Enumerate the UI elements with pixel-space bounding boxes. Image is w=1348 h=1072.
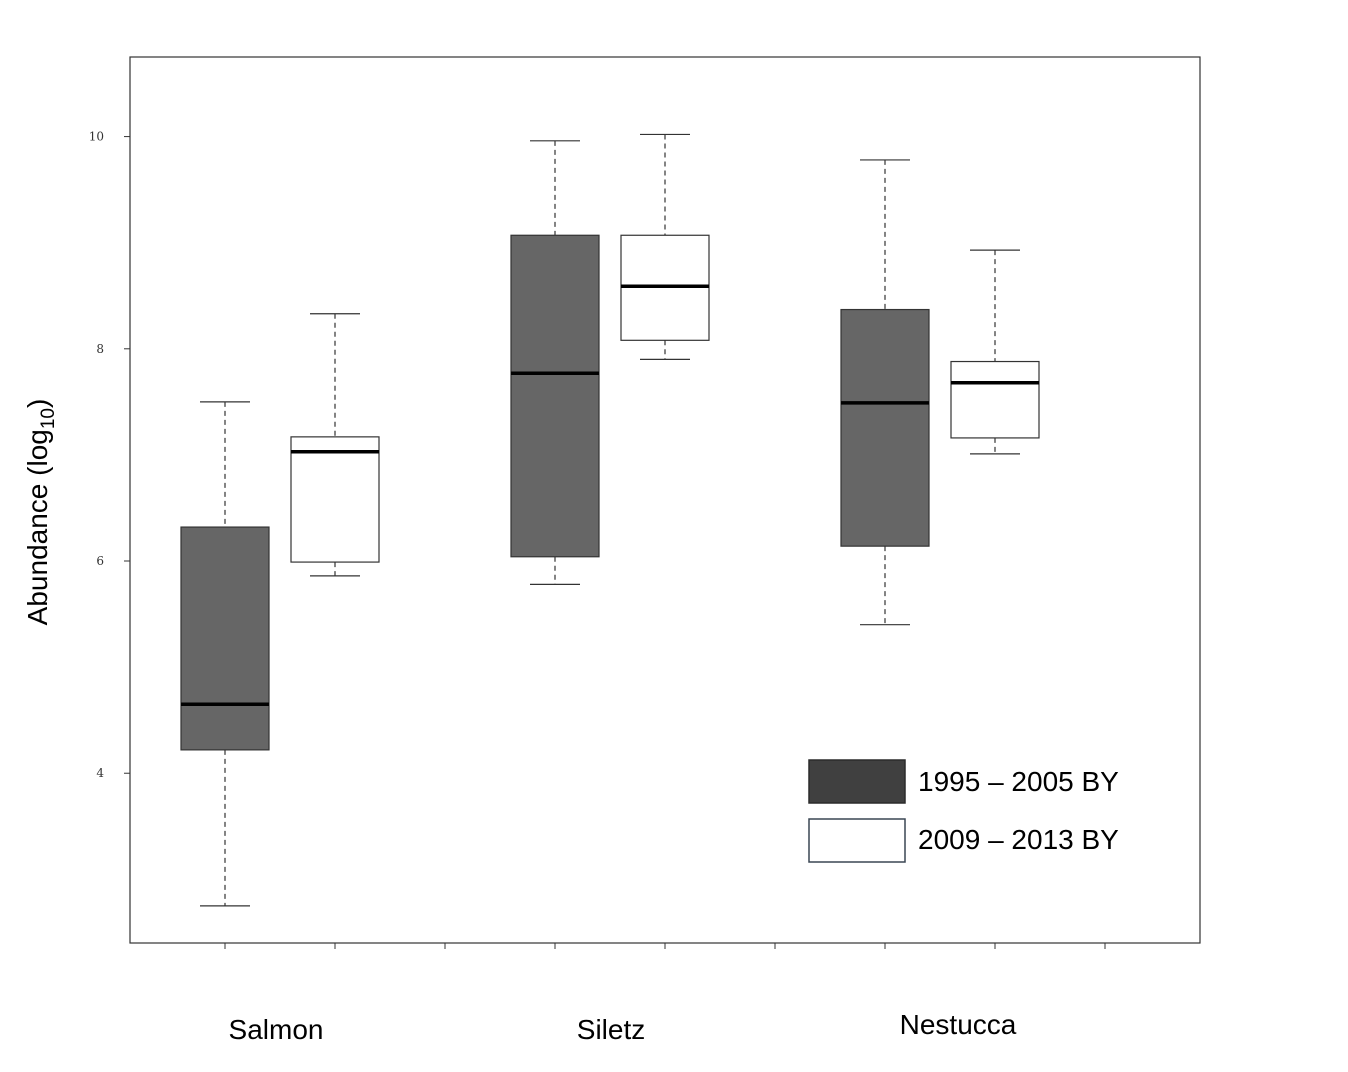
iqr-nestucca-late	[950, 360, 1040, 439]
y-tick-label-4: 4	[96, 766, 104, 780]
box-salmon-late	[290, 313, 380, 577]
category-label-salmon: Salmon	[229, 1014, 324, 1045]
y-axis: 4 6 8 10	[89, 130, 130, 780]
iqr-salmon-early	[180, 526, 270, 751]
legend-swatch-1995-2005	[808, 759, 906, 804]
y-tick-label-10: 10	[89, 130, 104, 144]
category-label-siletz: Siletz	[577, 1014, 645, 1045]
box-nestucca-late	[950, 249, 1040, 455]
y-tick-label-6: 6	[96, 554, 104, 568]
iqr-salmon-late	[290, 436, 380, 563]
legend-label-2009-2013: 2009 – 2013 BY	[918, 824, 1119, 855]
legend-label-1995-2005: 1995 – 2005 BY	[918, 766, 1119, 797]
legend: 1995 – 2005 BY 2009 – 2013 BY	[808, 759, 1119, 863]
iqr-siletz-early	[510, 234, 600, 558]
x-axis	[224, 943, 1106, 949]
boxes	[180, 133, 1040, 907]
box-salmon-early	[180, 401, 270, 907]
legend-swatch-2009-2013	[808, 818, 906, 863]
y-axis-label-main: Abundance (log	[22, 429, 53, 625]
y-tick-label-8: 8	[96, 342, 104, 356]
y-axis-label: Abundance (log10)	[22, 399, 59, 626]
y-axis-label-close: )	[22, 399, 53, 408]
category-labels: Salmon Siletz Nestucca	[229, 1009, 1017, 1045]
iqr-nestucca-early	[840, 308, 930, 547]
box-nestucca-early	[840, 159, 930, 626]
category-label-nestucca: Nestucca	[900, 1009, 1017, 1040]
y-axis-label-subscript: 10	[38, 408, 59, 429]
box-siletz-late	[620, 133, 710, 361]
box-siletz-early	[510, 140, 600, 585]
